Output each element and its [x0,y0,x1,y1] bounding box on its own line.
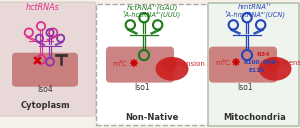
Text: Iso1: Iso1 [237,83,253,92]
Ellipse shape [259,57,292,81]
Text: E110: E110 [249,67,265,72]
Text: Iso1: Iso1 [134,83,150,92]
Text: hctRNAs: hctRNAs [26,3,60,13]
Text: Mitochondria: Mitochondria [224,114,286,122]
Text: N-extension: N-extension [163,61,205,67]
Text: R100: R100 [244,61,260,66]
Circle shape [266,58,280,72]
Text: Cytoplasm: Cytoplasm [20,100,70,109]
FancyBboxPatch shape [0,2,96,116]
Text: ᵀA-hmtRNAᵃʳ(UCN): ᵀA-hmtRNAᵃʳ(UCN) [224,10,286,18]
Text: ᵀA-hctRNAᵃʳ(UUU): ᵀA-hctRNAᵃʳ(UUU) [123,10,181,18]
Text: hmtRNAᵀʳ: hmtRNAᵀʳ [238,4,272,10]
Text: R34: R34 [256,51,270,56]
Text: m³C: m³C [216,60,230,66]
Circle shape [163,58,177,72]
Ellipse shape [155,57,188,81]
Text: D49: D49 [262,61,276,66]
Text: Iso4: Iso4 [37,86,53,94]
FancyBboxPatch shape [209,47,277,83]
Text: m³C: m³C [112,61,128,67]
Text: Non-Native: Non-Native [125,114,179,122]
FancyBboxPatch shape [12,53,78,87]
Bar [96,4,208,125]
Text: hctRNAᵀʳ(GAU): hctRNAᵀʳ(GAU) [126,3,178,11]
FancyBboxPatch shape [106,47,174,83]
Text: N-extension: N-extension [270,60,300,66]
FancyBboxPatch shape [208,3,299,126]
